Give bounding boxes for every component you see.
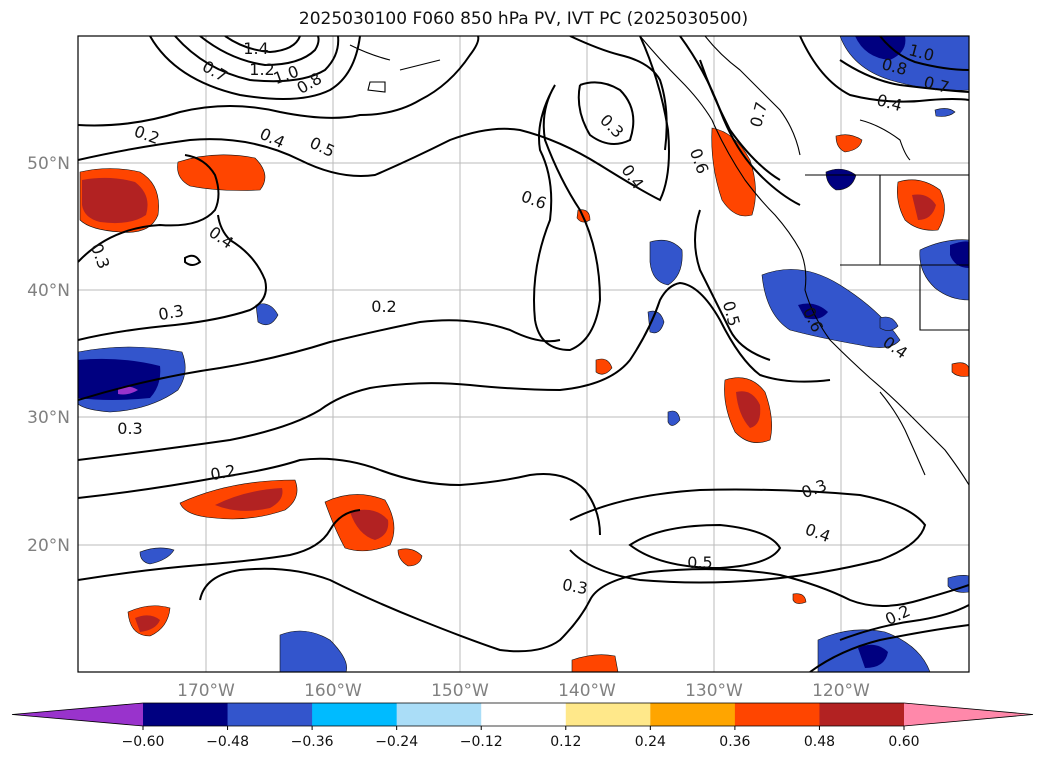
colorbar-tick-label: −0.24 <box>375 734 418 750</box>
lon-label: 140°W <box>558 681 616 701</box>
ivt-negative-blob <box>825 168 857 191</box>
colorbar-extend-high <box>904 703 1033 726</box>
contour-label: 0.2 <box>371 297 396 316</box>
lat-label: 50°N <box>27 154 70 174</box>
ivt-negative-blob <box>934 108 956 117</box>
lon-label: 160°W <box>304 681 362 701</box>
ivt-negative-blob <box>667 410 681 426</box>
ivt-negative-blob <box>761 269 901 348</box>
ivt-positive-blob <box>951 362 969 377</box>
map-border <box>77 35 970 673</box>
ivt-negative-blob <box>279 630 347 672</box>
ivt-negative-blob <box>879 316 899 331</box>
contour-label: 0.5 <box>687 553 712 572</box>
ivt-positive-blob <box>177 154 266 191</box>
colorbar-tick-label: −0.60 <box>122 734 165 750</box>
contour-label: 0.3 <box>561 575 589 598</box>
ivt-positive-core <box>736 391 761 428</box>
lon-label: 120°W <box>812 681 870 701</box>
ivt-shading <box>78 36 969 672</box>
lon-label: 130°W <box>685 681 743 701</box>
contour-label: 0.3 <box>157 301 185 324</box>
ivt-negative-core <box>858 644 888 668</box>
colorbar-segment <box>227 703 313 726</box>
colorbar-segment <box>734 703 820 726</box>
colorbar: −0.60 −0.48 −0.36 −0.24 −0.12 0.12 0.24 0.36 0.4… <box>11 702 1034 750</box>
colorbar-tick-label: 0.24 <box>635 734 666 750</box>
colorbar-tick-label: −0.48 <box>206 734 249 750</box>
ivt-negative-blob <box>139 547 175 565</box>
ivt-positive-core <box>135 615 160 632</box>
colorbar-segment <box>396 703 482 726</box>
map-title: 2025030100 F060 850 hPa PV, IVT PC (2025… <box>298 9 749 29</box>
map-panel <box>78 36 969 672</box>
longitude-labels: 170°W 160°W 150°W 140°W 130°W 120°W <box>177 681 870 701</box>
ivt-positive-blob <box>792 593 807 604</box>
ivt-positive-core <box>215 488 283 511</box>
colorbar-segment <box>143 703 229 726</box>
contour-label: 1.2 <box>249 60 274 79</box>
contour-label: 0.3 <box>117 419 142 438</box>
ivt-negative-blob <box>649 239 683 286</box>
lat-label: 30°N <box>27 408 70 428</box>
colorbar-segment <box>819 703 905 726</box>
coastlines <box>349 36 969 486</box>
ivt-positive-core <box>350 509 389 540</box>
ivt-negative-core <box>78 358 161 400</box>
ivt-negative-extreme <box>118 386 138 395</box>
contour-label: 1.4 <box>243 39 268 58</box>
contour-label: 0.2 <box>209 461 237 484</box>
lon-label: 150°W <box>431 681 489 701</box>
colorbar-tick-label: −0.12 <box>460 734 503 750</box>
lat-label: 40°N <box>27 281 70 301</box>
colorbar-tick-label: 0.12 <box>550 734 581 750</box>
pv-contours <box>78 36 969 672</box>
lat-label: 20°N <box>27 536 70 556</box>
colorbar-tick-label: −0.36 <box>291 734 334 750</box>
ivt-positive-blob <box>571 654 619 672</box>
colorbar-segment <box>650 703 736 726</box>
colorbar-extend-low <box>12 703 143 726</box>
colorbar-tick-label: 0.36 <box>719 734 750 750</box>
colorbar-segment <box>481 703 567 726</box>
ivt-positive-blob <box>595 358 613 375</box>
ivt-positive-blob <box>711 127 756 217</box>
colorbar-segment <box>312 703 398 726</box>
latitude-labels: 50°N 40°N 30°N 20°N <box>27 154 70 556</box>
ivt-positive-core <box>912 194 936 220</box>
ivt-negative-blob <box>255 303 279 326</box>
colorbar-tick-label: 0.60 <box>888 734 919 750</box>
colorbar-segment <box>565 703 651 726</box>
ivt-positive-blob <box>397 548 423 567</box>
ivt-negative-core <box>950 241 969 268</box>
lon-label: 170°W <box>177 681 235 701</box>
ivt-negative-blob <box>647 310 665 334</box>
ivt-negative-core <box>855 36 906 60</box>
ivt-positive-core <box>82 177 148 224</box>
colorbar-tick-label: 0.48 <box>804 734 835 750</box>
ivt-negative-blob <box>947 575 969 593</box>
ivt-positive-blob <box>835 134 863 153</box>
